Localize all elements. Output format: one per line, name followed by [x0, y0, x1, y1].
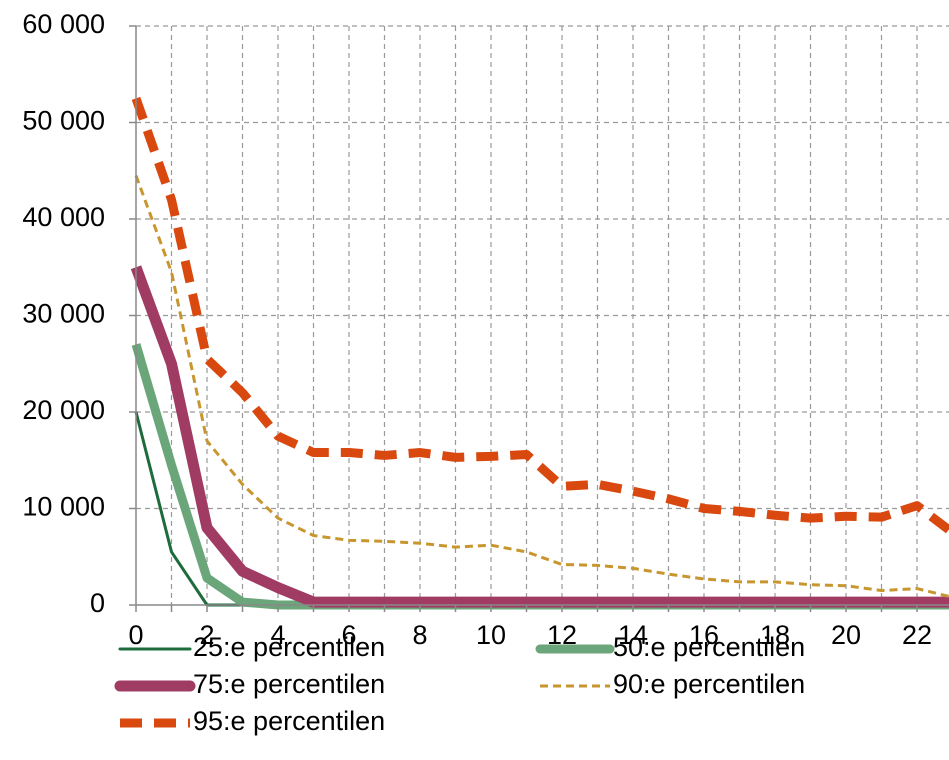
plot-area	[130, 96, 949, 610]
y-tick-label: 20 000	[22, 395, 105, 425]
legend-label: 95:e percentilen	[193, 706, 385, 736]
legend: 25:e percentilen 50:e percentilen 75:e per…	[114, 632, 805, 736]
y-tick-label: 60 000	[22, 9, 105, 39]
x-tick-label: 2	[199, 620, 214, 650]
axes: 0 10 000 20 000 30 000 40 000 50 000 60 000 0 2 4…	[22, 9, 949, 650]
x-tick-label: 18	[760, 620, 790, 650]
series-line	[130, 265, 949, 608]
x-tick-label: 10	[476, 620, 506, 650]
y-tick-label: 50 000	[22, 106, 105, 136]
x-tick-label: 22	[902, 620, 932, 650]
grid	[136, 25, 949, 605]
legend-label: 25:e percentilen	[193, 632, 385, 662]
y-tick-label: 40 000	[22, 202, 105, 232]
legend-label: 50:e percentilen	[613, 632, 805, 662]
x-tick-label: 4	[270, 620, 285, 650]
series-line	[134, 175, 949, 598]
series-line	[131, 96, 949, 536]
y-tick-label: 10 000	[22, 492, 105, 522]
x-tick-label: 14	[618, 620, 648, 650]
x-tick-label: 20	[831, 620, 861, 650]
x-tick-label: 0	[128, 620, 143, 650]
x-tick-label: 8	[412, 620, 427, 650]
legend-label: 90:e percentilen	[613, 669, 805, 699]
y-tick-label: 30 000	[22, 299, 105, 329]
x-tick-label: 6	[341, 620, 356, 650]
y-tick-label: 0	[90, 588, 105, 618]
x-tick-label: 16	[689, 620, 719, 650]
legend-label: 75:e percentilen	[193, 669, 385, 699]
